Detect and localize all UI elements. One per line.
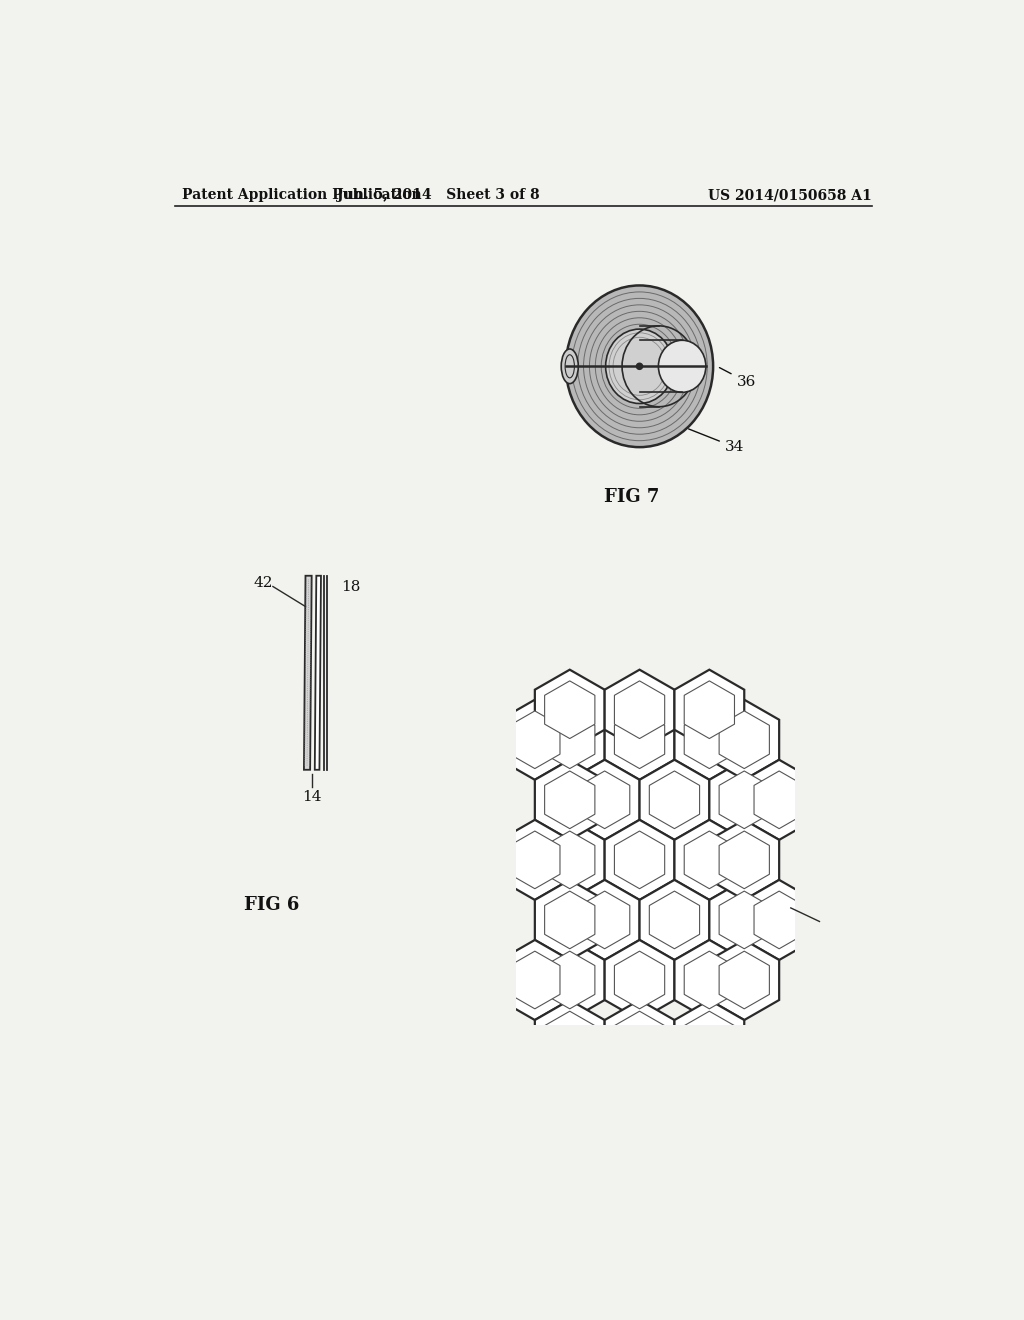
- Polygon shape: [604, 1001, 675, 1080]
- Text: 18: 18: [341, 581, 360, 594]
- Bar: [795, 590, 949, 1191]
- Polygon shape: [684, 711, 734, 768]
- Polygon shape: [604, 940, 675, 1020]
- Polygon shape: [640, 880, 710, 960]
- Text: 20: 20: [452, 883, 471, 896]
- Polygon shape: [614, 681, 665, 739]
- Polygon shape: [719, 832, 769, 888]
- Polygon shape: [604, 820, 675, 900]
- Bar: [415, 590, 880, 612]
- Text: 44: 44: [822, 913, 842, 927]
- Polygon shape: [710, 700, 779, 780]
- Polygon shape: [535, 880, 604, 960]
- Polygon shape: [675, 820, 744, 900]
- Text: Patent Application Publication: Patent Application Publication: [182, 189, 422, 202]
- Polygon shape: [744, 760, 814, 840]
- Polygon shape: [710, 880, 779, 960]
- Polygon shape: [500, 700, 569, 780]
- Polygon shape: [719, 952, 769, 1008]
- Ellipse shape: [561, 348, 579, 384]
- Polygon shape: [719, 891, 769, 949]
- Polygon shape: [569, 760, 640, 840]
- Polygon shape: [545, 1011, 595, 1069]
- Text: US 2014/0150658 A1: US 2014/0150658 A1: [709, 189, 872, 202]
- Polygon shape: [535, 1001, 604, 1080]
- Polygon shape: [614, 711, 665, 768]
- Polygon shape: [719, 771, 769, 829]
- Polygon shape: [614, 1011, 665, 1069]
- Polygon shape: [754, 771, 804, 829]
- Polygon shape: [744, 880, 814, 960]
- Polygon shape: [580, 891, 630, 949]
- Polygon shape: [604, 669, 675, 750]
- Polygon shape: [580, 771, 630, 829]
- Polygon shape: [545, 891, 595, 949]
- Polygon shape: [545, 771, 595, 829]
- Polygon shape: [684, 1011, 734, 1069]
- Polygon shape: [719, 711, 769, 768]
- Text: 14: 14: [302, 789, 322, 804]
- Polygon shape: [314, 576, 321, 770]
- Polygon shape: [684, 681, 734, 739]
- Polygon shape: [710, 940, 779, 1020]
- Text: 42: 42: [254, 577, 273, 590]
- Polygon shape: [500, 820, 569, 900]
- Polygon shape: [614, 952, 665, 1008]
- Ellipse shape: [566, 285, 713, 447]
- Text: Jun. 5, 2014   Sheet 3 of 8: Jun. 5, 2014 Sheet 3 of 8: [337, 189, 540, 202]
- Polygon shape: [710, 820, 779, 900]
- Polygon shape: [710, 760, 779, 840]
- Polygon shape: [510, 952, 560, 1008]
- Polygon shape: [675, 700, 744, 780]
- Polygon shape: [510, 832, 560, 888]
- Polygon shape: [604, 700, 675, 780]
- Polygon shape: [535, 700, 604, 780]
- Circle shape: [636, 363, 643, 370]
- Text: FIG 8: FIG 8: [550, 1089, 605, 1106]
- Bar: [415, 590, 515, 1191]
- Polygon shape: [500, 940, 569, 1020]
- Polygon shape: [675, 940, 744, 1020]
- Polygon shape: [684, 832, 734, 888]
- Text: 36: 36: [720, 367, 756, 388]
- Polygon shape: [304, 576, 311, 770]
- Polygon shape: [675, 669, 744, 750]
- Polygon shape: [545, 681, 595, 739]
- Polygon shape: [535, 820, 604, 900]
- Polygon shape: [569, 880, 640, 960]
- Polygon shape: [535, 940, 604, 1020]
- Polygon shape: [535, 760, 604, 840]
- Polygon shape: [545, 952, 595, 1008]
- Polygon shape: [675, 1001, 744, 1080]
- Polygon shape: [754, 891, 804, 949]
- Polygon shape: [649, 771, 699, 829]
- Polygon shape: [545, 832, 595, 888]
- Text: FIG 7: FIG 7: [604, 488, 659, 506]
- Polygon shape: [684, 952, 734, 1008]
- Polygon shape: [510, 711, 560, 768]
- Bar: [415, 1024, 880, 1179]
- Text: 34: 34: [688, 429, 744, 454]
- Polygon shape: [535, 669, 604, 750]
- Polygon shape: [545, 711, 595, 768]
- Polygon shape: [614, 832, 665, 888]
- Polygon shape: [640, 760, 710, 840]
- Ellipse shape: [605, 329, 674, 404]
- Ellipse shape: [658, 341, 706, 392]
- Text: FIG 6: FIG 6: [244, 896, 299, 915]
- Polygon shape: [649, 891, 699, 949]
